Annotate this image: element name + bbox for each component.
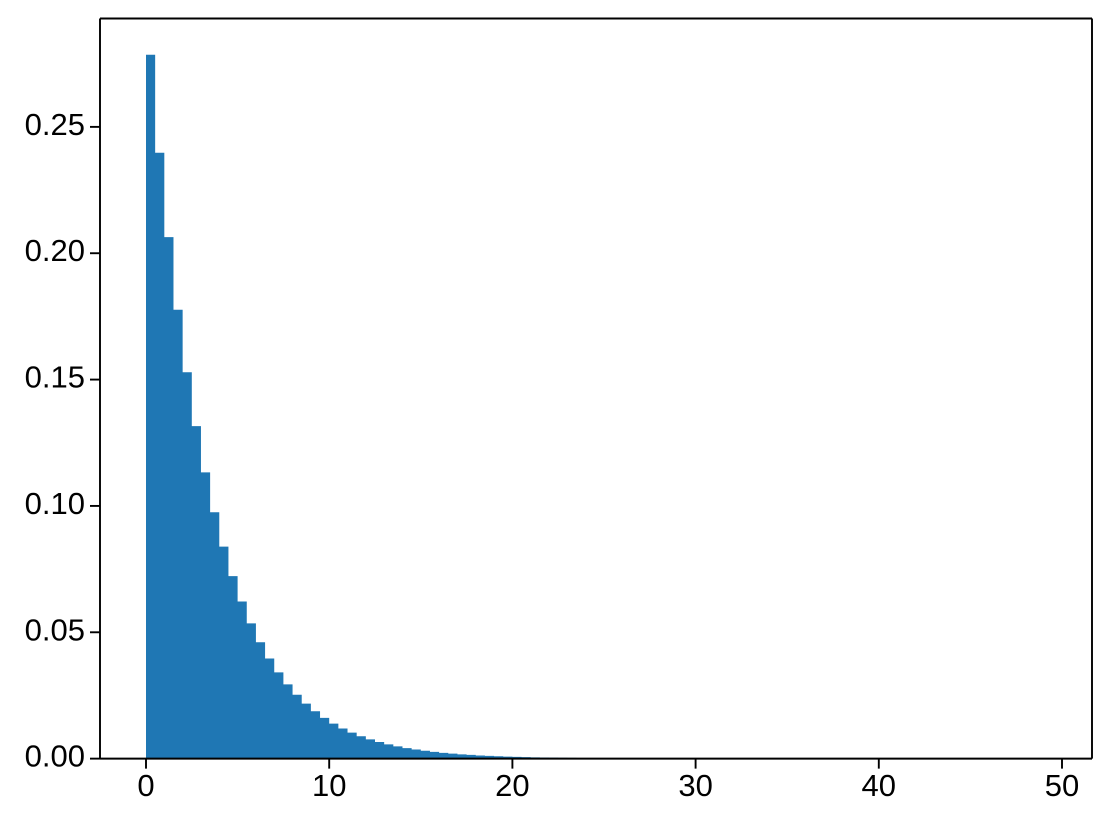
svg-text:50: 50 [1045, 768, 1079, 803]
svg-text:0.20: 0.20 [25, 233, 85, 268]
svg-text:0: 0 [137, 768, 154, 803]
svg-text:10: 10 [312, 768, 346, 803]
svg-text:0.00: 0.00 [25, 739, 85, 774]
svg-text:30: 30 [678, 768, 712, 803]
svg-text:40: 40 [862, 768, 896, 803]
svg-text:0.05: 0.05 [25, 612, 85, 647]
svg-text:20: 20 [495, 768, 529, 803]
svg-text:0.25: 0.25 [25, 107, 85, 142]
svg-text:0.10: 0.10 [25, 486, 85, 521]
svg-text:0.15: 0.15 [25, 360, 85, 395]
